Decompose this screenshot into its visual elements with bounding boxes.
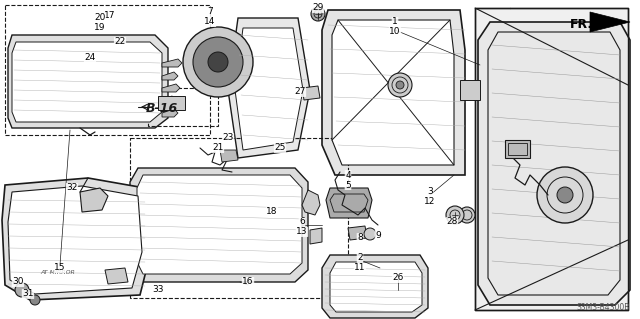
Circle shape [183,27,253,97]
Polygon shape [8,35,168,128]
Text: 6: 6 [299,218,305,226]
Polygon shape [475,8,628,310]
Circle shape [15,283,29,297]
Circle shape [30,295,40,305]
Polygon shape [162,72,178,80]
Text: 4: 4 [345,170,351,180]
Polygon shape [478,22,630,305]
Bar [130,138,348,298]
Circle shape [459,207,475,223]
Polygon shape [162,109,178,117]
Text: 33: 33 [152,286,164,294]
Polygon shape [332,20,454,165]
Text: 29: 29 [312,4,324,12]
Polygon shape [162,59,182,67]
Polygon shape [235,28,303,150]
Text: 5: 5 [345,181,351,189]
Text: 2: 2 [357,254,363,263]
Text: 30: 30 [12,278,24,286]
Polygon shape [330,262,422,312]
Circle shape [311,7,325,21]
Text: 14: 14 [204,18,216,26]
Polygon shape [130,168,308,282]
Text: 12: 12 [424,197,436,206]
Text: 26: 26 [392,273,404,283]
Polygon shape [162,96,176,104]
Polygon shape [12,42,162,122]
Polygon shape [162,84,180,92]
Polygon shape [228,18,310,158]
Text: FR.: FR. [570,18,593,31]
Bar [148,88,218,126]
Bar [5,5,210,135]
Text: 3: 3 [427,188,433,197]
Text: 25: 25 [275,144,285,152]
Circle shape [208,52,228,72]
Text: 28: 28 [446,218,458,226]
Circle shape [446,206,464,224]
Text: 16: 16 [243,278,253,286]
Text: 7: 7 [207,8,213,17]
Text: 19: 19 [94,24,106,33]
Polygon shape [348,226,367,240]
Polygon shape [158,96,185,110]
Polygon shape [80,188,108,212]
Text: 24: 24 [84,54,95,63]
Text: 32: 32 [67,183,77,192]
Text: 11: 11 [355,263,365,272]
Polygon shape [322,255,428,318]
Polygon shape [105,268,128,284]
Circle shape [193,37,243,87]
Text: 8: 8 [357,234,363,242]
Text: 13: 13 [296,227,308,236]
Polygon shape [220,150,238,162]
Text: AT MIRROR: AT MIRROR [40,270,76,275]
Polygon shape [590,12,630,32]
Polygon shape [326,188,372,218]
Text: 27: 27 [294,87,306,97]
Polygon shape [8,186,142,294]
Text: 18: 18 [266,207,278,217]
Circle shape [537,167,593,223]
Polygon shape [302,86,320,100]
Polygon shape [460,80,480,100]
Polygon shape [2,178,150,300]
Circle shape [396,81,404,89]
Text: 10: 10 [389,27,401,36]
Text: 1: 1 [392,18,398,26]
Polygon shape [137,175,302,274]
Circle shape [388,73,412,97]
Circle shape [557,187,573,203]
Text: 23: 23 [222,133,234,143]
Polygon shape [302,190,320,215]
Text: 9: 9 [375,231,381,240]
Text: 15: 15 [54,263,66,272]
Text: S3M3-B4300B: S3M3-B4300B [577,303,630,312]
Text: 22: 22 [115,38,125,47]
Polygon shape [505,140,530,158]
Text: 31: 31 [22,290,34,299]
Text: B-16: B-16 [146,101,178,115]
Text: 17: 17 [104,11,116,19]
Text: 20: 20 [94,13,106,23]
Polygon shape [310,228,322,244]
Polygon shape [322,10,465,175]
Circle shape [364,228,376,240]
Text: 21: 21 [212,144,224,152]
